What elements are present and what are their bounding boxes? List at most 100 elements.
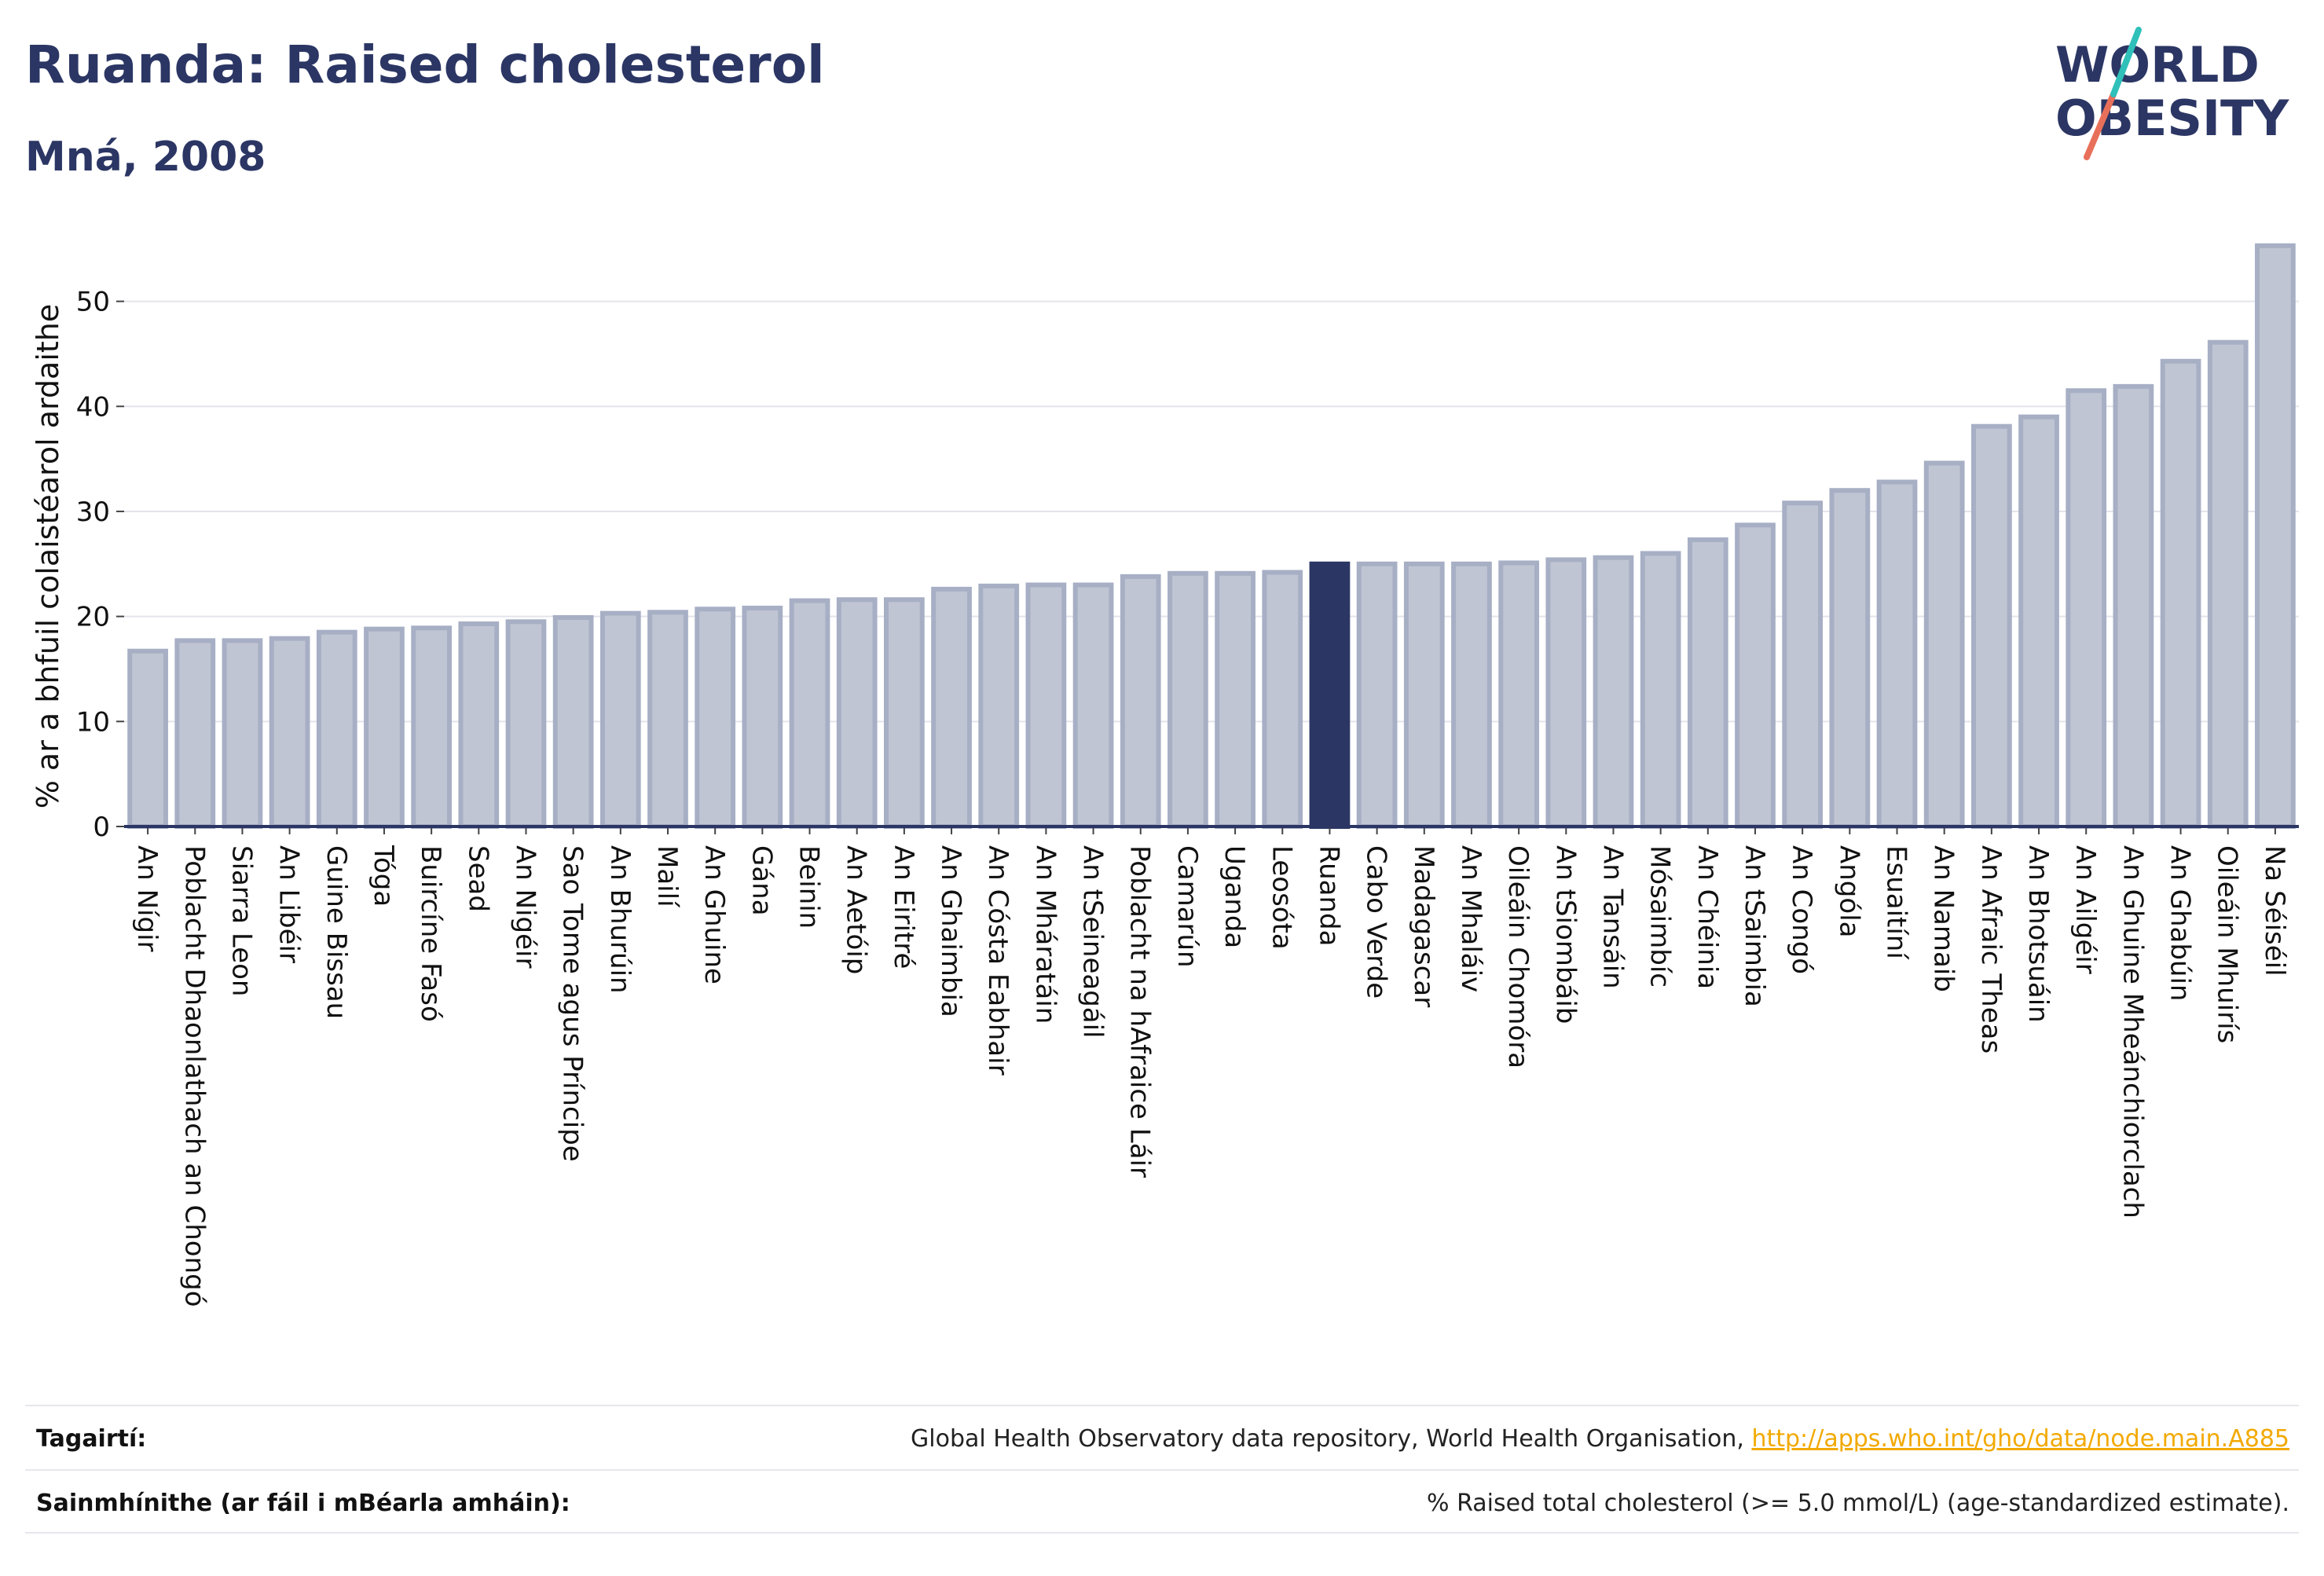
bar <box>1262 570 1303 829</box>
references-label: Tagairtí: <box>36 1425 147 1453</box>
bar <box>222 638 263 830</box>
y-tick-label: 50 <box>76 287 110 318</box>
bar <box>1120 574 1161 830</box>
x-tick-label: An Eiritré <box>888 845 919 969</box>
bar <box>411 625 452 830</box>
bar <box>316 629 357 829</box>
bar <box>2113 383 2154 829</box>
bar <box>364 626 405 830</box>
bar <box>599 610 641 829</box>
x-tick-label: Ruanda <box>1313 845 1344 946</box>
x-tick-label: Beinin <box>794 845 825 929</box>
bar <box>2018 414 2059 829</box>
x-tick-label: An Ghuine Mheánchiorclach <box>2117 845 2148 1219</box>
y-axis-label: % ar a bhfuil colaistéarol ardaithe <box>31 304 65 809</box>
x-tick-label: Sead <box>462 845 493 912</box>
bar <box>2066 388 2107 830</box>
x-tick-label: Angóla <box>1833 845 1864 937</box>
bar <box>174 638 216 830</box>
bar <box>1215 570 1255 829</box>
x-tick-label: An Mháratáin <box>1029 845 1061 1024</box>
bar <box>695 607 736 829</box>
bar <box>1498 560 1539 829</box>
x-tick-label: Mósaimbíc <box>1644 845 1676 988</box>
bar <box>269 636 310 829</box>
x-tick-label: Mailí <box>651 845 683 908</box>
bar <box>1735 522 1776 829</box>
x-tick-label: An Ghabúin <box>2165 845 2196 1001</box>
definitions-label: Sainmhínithe (ar fáil i mBéarla amháin): <box>36 1490 570 1517</box>
bar <box>1545 557 1587 829</box>
bar <box>1971 423 2012 829</box>
x-tick-label: An tSaimbia <box>1739 845 1770 1007</box>
y-tick-label: 40 <box>76 391 110 423</box>
y-tick-label: 30 <box>76 497 110 528</box>
x-tick-label: An Namaib <box>1928 845 1959 992</box>
definitions-text: % Raised total cholesterol (>= 5.0 mmol/… <box>1427 1490 2289 1517</box>
bar <box>552 614 594 830</box>
y-tick-label: 0 <box>93 812 110 843</box>
x-tick-label: An Cósta Eabhair <box>982 845 1014 1076</box>
x-tick-label: Camarún <box>1171 845 1203 968</box>
bar <box>1782 500 1824 829</box>
x-tick-label: An Aetóip <box>841 845 872 974</box>
x-tick-label: An Libéir <box>273 845 305 963</box>
x-tick-label: Gána <box>746 845 777 916</box>
bar <box>742 605 783 829</box>
bar <box>1025 582 1067 829</box>
x-tick-label: Esuaitíní <box>1881 845 1912 960</box>
x-tick-label: An Congó <box>1786 845 1817 974</box>
bar <box>1167 570 1208 829</box>
x-tick-label: An Nigéir <box>509 845 541 968</box>
x-tick-label: An Bhotsuáin <box>2022 845 2054 1023</box>
x-tick-label: Oileáin Mhuirís <box>2212 845 2243 1043</box>
references-text: Global Health Observatory data repositor… <box>911 1425 1752 1453</box>
bar <box>647 610 688 830</box>
bar <box>931 586 972 829</box>
bar <box>884 597 925 830</box>
x-tick-label: An Ghaimbia <box>935 845 966 1017</box>
x-tick-label: An Ailgéir <box>2069 845 2101 974</box>
y-tick-label: 10 <box>76 706 110 738</box>
x-tick-label: Na Séiséil <box>2259 845 2290 977</box>
references-link[interactable]: http://apps.who.int/gho/data/node.main.A… <box>1751 1425 2289 1453</box>
x-tick-label: An Afraic Theas <box>1975 845 2007 1054</box>
bar-highlight <box>1309 561 1351 830</box>
bar <box>978 583 1020 829</box>
x-tick-label: Uganda <box>1219 845 1250 948</box>
bar <box>1451 561 1492 830</box>
chart-title: Ruanda: Raised cholesterol <box>25 35 825 95</box>
x-tick-label: An Bhurúin <box>604 845 636 994</box>
bars <box>127 243 2296 830</box>
axes: 0 10 20 30 40 50 An Nígir Poblacht Dhaonlathach… <box>76 287 2299 1307</box>
x-tick-label: Leosóta <box>1266 845 1297 950</box>
x-tick-label: Guine Bissau <box>321 845 352 1019</box>
bar <box>1829 488 1871 829</box>
bar <box>1687 537 1728 829</box>
bar <box>127 648 168 829</box>
bar <box>2207 339 2249 830</box>
bar <box>2160 358 2201 830</box>
bar <box>505 619 547 829</box>
x-tick-label: An Tansáin <box>1596 845 1628 989</box>
bar <box>1593 555 1634 829</box>
bar <box>789 598 830 829</box>
x-tick-label: Cabo Verde <box>1361 845 1392 999</box>
x-tick-label: An Ghuine <box>698 845 730 984</box>
x-tick-label: Siarra Leon <box>225 845 257 996</box>
x-tick-label: Sao Tome agus Príncipe <box>557 845 588 1162</box>
x-tick-label: Poblacht na hAfraice Láir <box>1124 845 1156 1178</box>
x-tick-label: An tSiombáib <box>1549 845 1581 1024</box>
x-tick-label: Poblacht Dhaonlathach an Chongó <box>178 845 210 1307</box>
references-value: Global Health Observatory data repositor… <box>911 1425 2289 1453</box>
bar <box>1403 561 1445 830</box>
bar <box>1356 561 1398 830</box>
bar <box>1923 460 1965 829</box>
bar <box>1876 479 1918 830</box>
bar <box>2255 243 2296 829</box>
world-obesity-logo: WORLD OBESITY <box>2055 27 2289 160</box>
bar <box>1640 551 1681 830</box>
footer-divider-top <box>25 1405 2299 1406</box>
x-tick-label: Tóga <box>368 845 399 907</box>
x-tick-label: Buircíne Fasó <box>415 845 446 1022</box>
